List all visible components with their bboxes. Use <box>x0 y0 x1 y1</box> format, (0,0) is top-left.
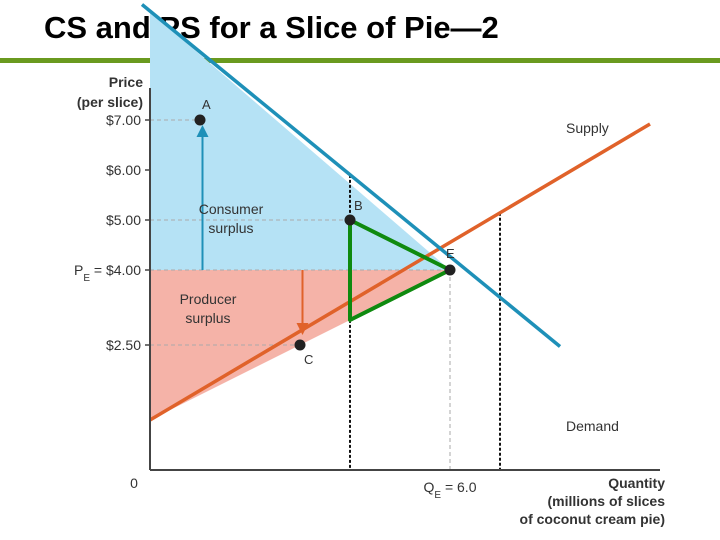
supply-label: Supply <box>566 120 609 136</box>
consumer-surplus-label: Consumer <box>199 201 264 217</box>
consumer-surplus-label: surplus <box>208 220 253 236</box>
producer-surplus-arrowhead <box>296 323 309 335</box>
title-rule <box>0 58 720 63</box>
supply-curve <box>149 122 651 422</box>
highlight-triangle <box>348 218 452 322</box>
consumer-surplus-region <box>150 11 450 270</box>
y-axis-title-line: (per slice) <box>77 94 143 110</box>
x-axis-title-line: Quantity <box>608 475 665 491</box>
x-axis-title-line: of coconut cream pie) <box>520 511 665 527</box>
tick-main: Q <box>424 479 435 495</box>
y-tick-label: $5.00 <box>106 212 141 228</box>
producer-surplus-label: Producer <box>180 291 237 307</box>
point-b <box>344 214 356 226</box>
tick-sub: E <box>434 490 441 501</box>
x-axis-title-line: (millions of slices <box>548 493 666 509</box>
x-tick-label: QE = 6.0 <box>424 479 477 501</box>
tick-suffix: = 6.0 <box>441 479 477 495</box>
tick-sub: E <box>83 273 90 284</box>
tick-main: $5.00 <box>106 212 141 228</box>
point-label-e: E <box>446 246 455 261</box>
y-tick-label: PE = $4.00 <box>74 262 141 284</box>
demand-label: Demand <box>566 418 619 434</box>
y-tick-label: $6.00 <box>106 162 141 178</box>
tick-main: $6.00 <box>106 162 141 178</box>
y-tick-label: $7.00 <box>106 112 141 128</box>
tick-main: $7.00 <box>106 112 141 128</box>
tick-suffix: = $4.00 <box>90 262 141 278</box>
slide-title: CS and PS for a Slice of Pie—2 <box>44 10 499 45</box>
y-tick-label: $2.50 <box>106 337 141 353</box>
y-axis-title-line: Price <box>109 74 143 90</box>
guide-lines <box>150 119 501 470</box>
tick-main: $2.50 <box>106 337 141 353</box>
point-c <box>294 339 306 351</box>
demand-curve <box>140 3 562 348</box>
chart-text: A B E C Price (per slice) Quantity (millions of… <box>77 74 665 527</box>
producer-surplus-label: surplus <box>185 310 230 326</box>
origin-label: 0 <box>130 475 138 491</box>
point-a <box>194 114 206 126</box>
data-points <box>194 114 456 351</box>
point-label-b: B <box>354 198 363 213</box>
point-e <box>444 264 456 276</box>
tick-main: P <box>74 262 83 278</box>
point-label-a: A <box>202 97 211 112</box>
point-label-c: C <box>304 352 313 367</box>
surplus-arrows <box>196 125 309 335</box>
consumer-surplus-arrowhead <box>196 125 209 137</box>
